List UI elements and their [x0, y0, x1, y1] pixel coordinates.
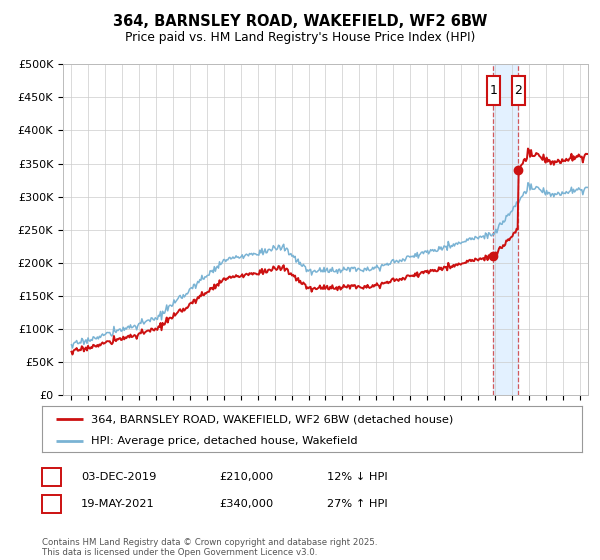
Bar	[493, 64, 518, 395]
Text: 19-MAY-2021: 19-MAY-2021	[81, 499, 155, 509]
Text: 12% ↓ HPI: 12% ↓ HPI	[327, 472, 388, 482]
Text: 364, BARNSLEY ROAD, WAKEFIELD, WF2 6BW (detached house): 364, BARNSLEY ROAD, WAKEFIELD, WF2 6BW (…	[91, 414, 453, 424]
Text: 03-DEC-2019: 03-DEC-2019	[81, 472, 157, 482]
Text: 2: 2	[48, 497, 55, 511]
Text: HPI: Average price, detached house, Wakefield: HPI: Average price, detached house, Wake…	[91, 436, 357, 446]
Text: 364, BARNSLEY ROAD, WAKEFIELD, WF2 6BW: 364, BARNSLEY ROAD, WAKEFIELD, WF2 6BW	[113, 14, 487, 29]
Text: Price paid vs. HM Land Registry's House Price Index (HPI): Price paid vs. HM Land Registry's House …	[125, 31, 475, 44]
Text: £340,000: £340,000	[219, 499, 273, 509]
FancyBboxPatch shape	[487, 76, 500, 105]
Text: £210,000: £210,000	[219, 472, 273, 482]
Text: 27% ↑ HPI: 27% ↑ HPI	[327, 499, 388, 509]
Text: Contains HM Land Registry data © Crown copyright and database right 2025.
This d: Contains HM Land Registry data © Crown c…	[42, 538, 377, 557]
Text: 1: 1	[490, 85, 497, 97]
FancyBboxPatch shape	[512, 76, 524, 105]
Text: 2: 2	[514, 85, 522, 97]
Text: 1: 1	[48, 470, 55, 484]
